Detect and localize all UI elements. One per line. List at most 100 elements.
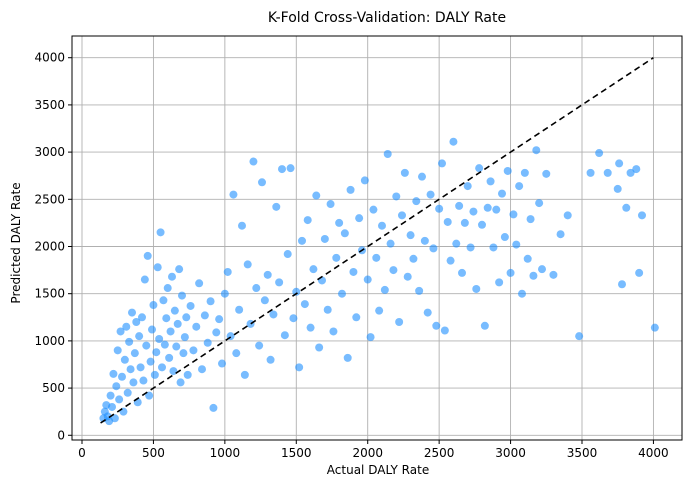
data-point <box>349 267 358 276</box>
x-tick-label: 4000 <box>638 446 669 460</box>
data-point <box>563 211 572 220</box>
data-point <box>150 370 159 379</box>
data-point <box>163 284 172 293</box>
data-point <box>440 326 449 335</box>
data-point <box>172 342 181 351</box>
data-point <box>178 291 186 300</box>
data-point <box>532 146 541 155</box>
data-point <box>615 159 624 168</box>
data-point <box>229 190 238 199</box>
x-tick-label: 0 <box>78 446 86 460</box>
data-point <box>108 402 116 411</box>
x-tick-label: 500 <box>142 446 165 460</box>
data-point <box>335 218 344 227</box>
data-point <box>215 315 224 324</box>
data-point <box>452 239 461 248</box>
y-tick-label: 3000 <box>34 145 65 159</box>
data-point <box>160 340 169 349</box>
data-point <box>146 357 155 366</box>
data-point <box>186 301 195 310</box>
data-point <box>426 190 435 199</box>
data-point <box>138 313 146 322</box>
data-point <box>375 306 384 315</box>
data-point <box>518 289 526 298</box>
data-point <box>240 370 249 379</box>
data-point <box>622 203 631 212</box>
data-point <box>512 240 521 249</box>
y-tick-label: 2000 <box>34 239 65 253</box>
data-point <box>238 221 246 230</box>
data-point <box>403 272 412 281</box>
data-point <box>446 256 455 265</box>
plot-area-frame <box>71 35 683 441</box>
data-point <box>170 306 179 315</box>
y-tick-label: 0 <box>57 428 65 442</box>
x-axis-label: Actual DALY Rate <box>327 463 429 477</box>
data-point <box>280 331 289 340</box>
data-point <box>486 177 495 186</box>
data-point <box>556 230 565 239</box>
y-tick-label: 3500 <box>34 98 65 112</box>
data-point <box>469 207 478 216</box>
data-point <box>398 211 406 220</box>
data-point <box>128 308 136 317</box>
x-tick-label: 2000 <box>352 446 383 460</box>
data-point <box>175 265 184 274</box>
x-axis-ticks: 0 500 1000 1500 2000 2500 3000 3500 4000 <box>78 440 669 460</box>
data-point <box>183 370 192 379</box>
data-point <box>523 254 532 263</box>
data-point <box>443 217 452 226</box>
data-point <box>315 343 324 352</box>
data-point <box>168 272 176 281</box>
reference-line <box>100 57 654 424</box>
data-point <box>438 159 446 168</box>
data-point <box>140 275 149 284</box>
chart-title: K-Fold Cross-Validation: DALY Rate <box>268 10 506 26</box>
data-point <box>575 332 584 341</box>
data-point <box>275 278 284 287</box>
data-point <box>372 253 381 262</box>
data-point <box>312 191 321 200</box>
data-point <box>129 378 138 387</box>
data-point <box>458 268 466 277</box>
data-point <box>260 296 269 305</box>
data-point <box>263 270 272 279</box>
y-tick-label: 1500 <box>34 287 65 301</box>
data-point <box>483 203 492 212</box>
data-point <box>538 265 546 274</box>
data-point <box>209 403 218 412</box>
data-point <box>466 243 475 252</box>
data-point <box>435 204 444 213</box>
data-point <box>283 250 292 259</box>
data-point <box>162 314 171 323</box>
data-point <box>298 236 306 245</box>
data-point <box>272 202 281 211</box>
data-point <box>586 168 595 177</box>
data-point <box>423 308 432 317</box>
data-point <box>195 279 204 288</box>
y-tick-label: 1000 <box>34 334 65 348</box>
x-tick-label: 3500 <box>567 446 598 460</box>
data-point <box>130 349 139 358</box>
data-point <box>132 318 141 327</box>
data-point <box>409 254 418 263</box>
data-point <box>252 284 261 293</box>
data-point <box>323 305 332 314</box>
data-point <box>355 214 364 223</box>
data-point <box>113 346 122 355</box>
data-point <box>526 215 535 224</box>
data-point <box>542 169 551 178</box>
data-point <box>520 168 529 177</box>
data-point <box>360 176 369 185</box>
data-point <box>366 333 375 342</box>
data-point <box>509 210 518 219</box>
y-tick-label: 4000 <box>34 51 65 65</box>
data-point <box>136 363 145 372</box>
data-point <box>289 314 298 323</box>
data-point <box>638 211 646 220</box>
data-point <box>489 243 498 252</box>
data-point <box>232 349 241 358</box>
data-point <box>165 353 174 362</box>
data-point <box>220 289 229 298</box>
data-point <box>192 322 201 331</box>
